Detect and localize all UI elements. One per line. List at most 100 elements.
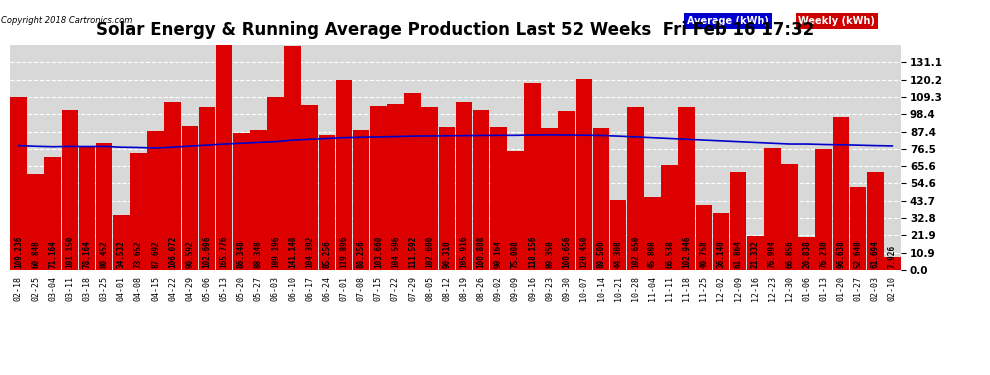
Bar	[370, 106, 387, 270]
Bar	[764, 148, 781, 270]
Text: 102.600: 102.600	[425, 235, 435, 268]
Text: 45.808: 45.808	[647, 240, 657, 268]
Bar	[610, 200, 627, 270]
Text: Solar Energy & Running Average Production Last 52 Weeks  Fri Feb 16 17:32: Solar Energy & Running Average Productio…	[96, 21, 815, 39]
Bar	[849, 187, 866, 270]
Text: 61.694: 61.694	[870, 240, 880, 268]
Text: 141.148: 141.148	[288, 235, 297, 268]
Bar	[130, 153, 147, 270]
Bar	[113, 215, 130, 270]
Text: 73.652: 73.652	[134, 240, 143, 268]
Bar	[558, 111, 575, 270]
Bar	[284, 46, 301, 270]
Text: 118.156: 118.156	[528, 235, 537, 268]
Bar	[713, 213, 730, 270]
Bar	[422, 107, 438, 270]
Text: 88.256: 88.256	[356, 240, 365, 268]
Text: Average (kWh): Average (kWh)	[687, 16, 769, 26]
Text: 86.348: 86.348	[237, 240, 246, 268]
Text: 102.650: 102.650	[631, 235, 640, 268]
Text: 21.332: 21.332	[750, 240, 759, 268]
Text: Weekly (kWh): Weekly (kWh)	[798, 16, 875, 26]
Bar	[524, 83, 541, 270]
Bar	[10, 97, 27, 270]
Text: 90.164: 90.164	[494, 240, 503, 268]
Text: 61.864: 61.864	[734, 240, 742, 268]
Text: 20.838: 20.838	[802, 240, 811, 268]
Bar	[45, 157, 61, 270]
Bar	[730, 172, 746, 270]
Bar	[352, 130, 369, 270]
Text: 75.008: 75.008	[511, 240, 520, 268]
Bar	[319, 135, 336, 270]
Bar	[267, 97, 284, 270]
Bar	[199, 107, 215, 270]
Bar	[473, 110, 489, 270]
Text: 165.776: 165.776	[220, 235, 229, 268]
Bar	[627, 107, 644, 270]
Text: 34.532: 34.532	[117, 240, 126, 268]
Bar	[301, 105, 318, 270]
Bar	[593, 128, 610, 270]
Bar	[181, 126, 198, 270]
Text: 104.596: 104.596	[391, 235, 400, 268]
Text: 119.896: 119.896	[340, 235, 348, 268]
Bar	[148, 131, 164, 270]
Text: 111.592: 111.592	[408, 235, 417, 268]
Text: 76.994: 76.994	[768, 240, 777, 268]
Text: 90.592: 90.592	[185, 240, 194, 268]
Text: 104.392: 104.392	[305, 235, 314, 268]
Text: 102.946: 102.946	[682, 235, 691, 268]
Text: 36.140: 36.140	[717, 240, 726, 268]
Text: Copyright 2018 Cartronics.com: Copyright 2018 Cartronics.com	[1, 16, 133, 25]
Text: 101.150: 101.150	[65, 235, 74, 268]
Bar	[61, 110, 78, 270]
Bar	[233, 133, 249, 270]
Text: 109.196: 109.196	[271, 235, 280, 268]
Bar	[404, 93, 421, 270]
Text: 66.538: 66.538	[665, 240, 674, 268]
Bar	[867, 172, 883, 270]
Text: 78.164: 78.164	[82, 240, 91, 268]
Text: 85.256: 85.256	[323, 240, 332, 268]
Bar	[439, 127, 455, 270]
Bar	[575, 79, 592, 270]
Text: 106.072: 106.072	[168, 235, 177, 268]
Text: 100.656: 100.656	[562, 235, 571, 268]
Bar	[696, 206, 712, 270]
Bar	[507, 151, 524, 270]
Text: 7.926: 7.926	[888, 244, 897, 268]
Text: 100.808: 100.808	[476, 235, 486, 268]
Text: 89.500: 89.500	[597, 240, 606, 268]
Bar	[490, 127, 507, 270]
Text: 103.660: 103.660	[374, 235, 383, 268]
Bar	[216, 8, 233, 270]
Bar	[336, 80, 352, 270]
Text: 66.856: 66.856	[785, 240, 794, 268]
Text: 52.640: 52.640	[853, 240, 862, 268]
Bar	[884, 258, 901, 270]
Bar	[250, 130, 266, 270]
Text: 76.230: 76.230	[820, 240, 829, 268]
Text: 71.164: 71.164	[49, 240, 57, 268]
Text: 88.348: 88.348	[253, 240, 263, 268]
Text: 105.916: 105.916	[459, 235, 468, 268]
Bar	[28, 174, 44, 270]
Bar	[455, 102, 472, 270]
Text: 102.696: 102.696	[202, 235, 212, 268]
Bar	[644, 197, 660, 270]
Bar	[833, 117, 849, 270]
Bar	[661, 165, 678, 270]
Bar	[816, 149, 833, 270]
Bar	[746, 236, 763, 270]
Bar	[781, 164, 798, 270]
Text: 44.308: 44.308	[614, 240, 623, 268]
Bar	[78, 146, 95, 270]
Text: 90.310: 90.310	[443, 240, 451, 268]
Bar	[96, 142, 113, 270]
Bar	[164, 102, 181, 270]
Bar	[678, 107, 695, 270]
Text: 109.236: 109.236	[14, 235, 23, 268]
Bar	[798, 237, 815, 270]
Text: 40.758: 40.758	[699, 240, 709, 268]
